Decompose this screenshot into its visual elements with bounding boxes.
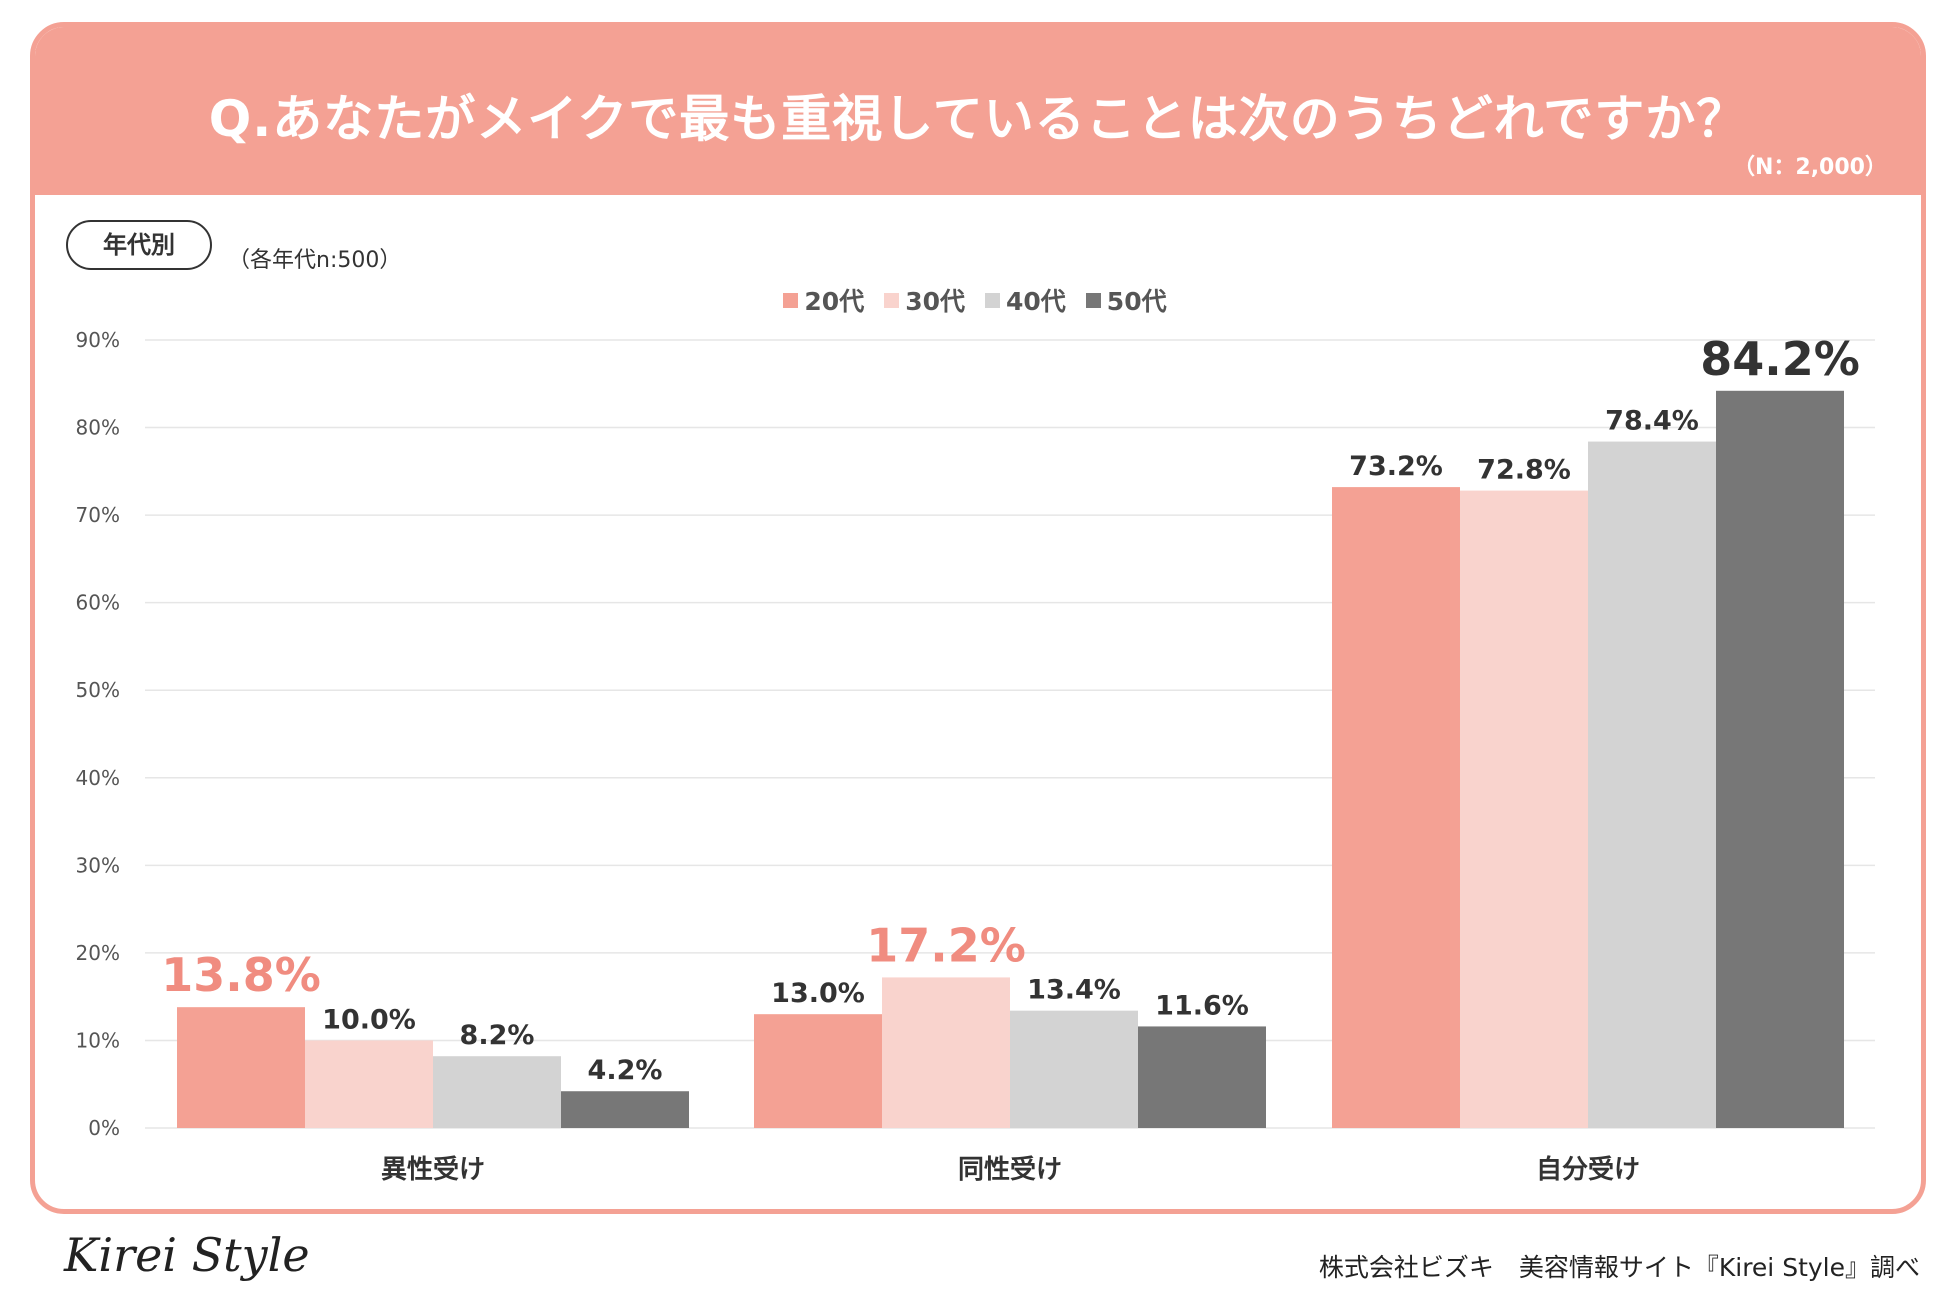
brand-logo: Kirei Style xyxy=(64,1228,310,1282)
bar xyxy=(882,977,1010,1128)
data-label: 78.4% xyxy=(1605,406,1699,437)
data-label: 13.8% xyxy=(161,948,321,1002)
legend-item-30s: 30代 xyxy=(884,282,965,318)
legend-swatch xyxy=(783,292,799,308)
bar xyxy=(1588,441,1716,1128)
y-tick-label: 20% xyxy=(76,941,120,965)
y-tick-label: 0% xyxy=(88,1116,120,1140)
legend-swatch xyxy=(985,292,1000,308)
x-category-label: 異性受け xyxy=(381,1154,485,1185)
y-tick-label: 70% xyxy=(76,503,120,527)
data-label: 73.2% xyxy=(1349,451,1443,482)
y-tick-label: 60% xyxy=(76,591,120,615)
bar xyxy=(305,1040,433,1128)
bar xyxy=(433,1056,561,1128)
y-tick-label: 50% xyxy=(76,678,120,702)
data-label: 84.2% xyxy=(1700,332,1860,386)
segment-note: （各年代n:500） xyxy=(228,248,402,273)
bar xyxy=(1460,490,1588,1128)
y-tick-label: 30% xyxy=(76,853,120,877)
sample-size: （N：2,000） xyxy=(1732,155,1887,180)
legend-swatch xyxy=(884,292,900,308)
header-banner: Q.あなたがメイクで最も重視していることは次のうちどれですか？ （N：2,000… xyxy=(35,27,1921,195)
y-tick-label: 80% xyxy=(76,416,120,440)
data-label: 4.2% xyxy=(588,1055,663,1086)
legend-swatch xyxy=(1085,292,1101,308)
question-title: Q.あなたがメイクで最も重視していることは次のうちどれですか？ xyxy=(208,90,1748,148)
bar xyxy=(1010,1010,1138,1128)
legend-item-40s: 40代 xyxy=(985,282,1066,318)
data-label: 17.2% xyxy=(866,918,1026,972)
data-label: 13.0% xyxy=(771,978,865,1009)
legend-label: 50代 xyxy=(1106,287,1167,316)
x-category-label: 同性受け xyxy=(958,1154,1062,1185)
bar xyxy=(1716,390,1844,1128)
segment-badge: 年代別 xyxy=(66,220,212,270)
legend-item-20s: 20代 xyxy=(783,282,864,318)
bar xyxy=(1332,487,1460,1128)
legend-label: 30代 xyxy=(905,287,965,316)
bar xyxy=(1138,1026,1266,1128)
data-label: 72.8% xyxy=(1477,455,1571,486)
x-category-label: 自分受け xyxy=(1536,1154,1640,1185)
chart-legend: 20代 30代 40代 50代 xyxy=(0,282,1950,318)
survey-credit: 株式会社ビズキ 美容情報サイト『Kirei Style』調べ xyxy=(1318,1253,1920,1282)
data-label: 10.0% xyxy=(322,1004,416,1035)
legend-label: 40代 xyxy=(1006,287,1066,316)
bar xyxy=(561,1091,689,1128)
bar xyxy=(754,1014,882,1128)
data-label: 8.2% xyxy=(460,1020,535,1051)
y-tick-label: 10% xyxy=(76,1028,120,1052)
legend-item-50s: 50代 xyxy=(1085,282,1167,318)
data-label: 11.6% xyxy=(1155,990,1249,1021)
data-label: 13.4% xyxy=(1027,975,1121,1006)
bar-chart: 0% 10% 20% 30% 40% 50% 60% 70% 80% 90% 13.8%10.0% 8… xyxy=(76,328,1875,1185)
y-tick-label: 90% xyxy=(76,328,120,352)
bar xyxy=(177,1007,305,1128)
y-tick-label: 40% xyxy=(76,766,120,790)
legend-label: 20代 xyxy=(804,287,865,316)
